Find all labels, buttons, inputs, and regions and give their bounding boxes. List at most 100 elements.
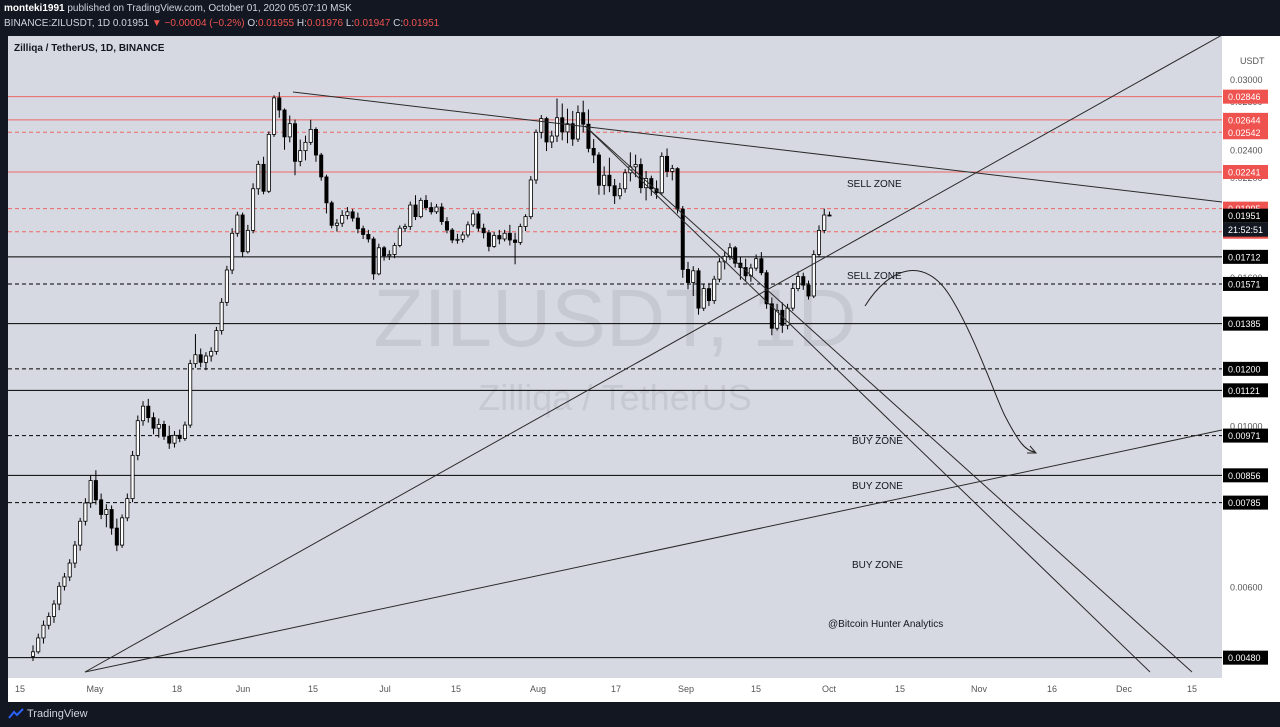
sell-zone-label-1: SELL ZONE (847, 179, 902, 190)
author-name[interactable]: monteki1991 (4, 3, 65, 14)
level-label-bg-10 (1223, 361, 1268, 376)
candle-body-65 (371, 238, 376, 275)
candle-body-61 (350, 211, 355, 219)
candle-body-89 (497, 235, 502, 240)
y-tick-label-3: 0.02400 (1230, 145, 1263, 155)
close-value: 0.01951 (403, 18, 440, 29)
candle-body-28 (177, 434, 182, 439)
candle-body-37 (224, 269, 229, 303)
watermark-credit: @Bitcoin Hunter Analytics (828, 619, 943, 630)
candle-body-112 (617, 188, 622, 197)
publish-line: monteki1991 published on TradingView.com… (4, 3, 352, 14)
level-label-bg-2 (1223, 125, 1268, 140)
price-chart[interactable]: ZILUSDT, 1D Zilliqa / TetherUS SELL ZONE… (0, 36, 1280, 702)
candle-body-106 (586, 123, 591, 149)
candle-body-82 (460, 234, 465, 240)
y-tick-label-6: 0.01000 (1230, 421, 1263, 431)
level-label-bg-8 (1223, 276, 1268, 291)
candle-body-88 (492, 235, 497, 247)
candle-body-124 (680, 208, 685, 270)
candle-body-32 (198, 354, 203, 363)
candle-body-78 (439, 206, 444, 222)
level-label-12: 0.00971 (1228, 431, 1261, 441)
candle-body-47 (277, 97, 282, 111)
buy-zone-label-1: BUY ZONE (852, 436, 903, 447)
countdown-bg (1223, 222, 1268, 237)
level-label-15: 0.00480 (1228, 653, 1261, 663)
watermark-name: Zilliqa / TetherUS (478, 377, 751, 418)
candle-body-74 (418, 199, 423, 218)
candle-body-41 (245, 229, 250, 253)
candle-body-108 (596, 154, 601, 186)
steep-downtrend-line-b[interactable] (584, 125, 1193, 673)
candle-body-113 (623, 172, 628, 190)
candle-body-115 (633, 164, 638, 168)
candle-body-101 (560, 117, 565, 133)
time-axis[interactable] (8, 678, 1280, 702)
candle-body-94 (523, 216, 528, 227)
x-tick-label-10: 15 (751, 684, 761, 694)
candle-body-14 (104, 509, 109, 515)
price-axis[interactable] (1222, 36, 1280, 678)
candle-body-90 (502, 232, 507, 240)
candle-body-34 (209, 351, 214, 357)
level-label-bg-14 (1223, 495, 1268, 510)
candle-body-98 (544, 118, 549, 143)
candle-body-9 (78, 520, 83, 546)
candle-body-130 (712, 278, 717, 302)
candle-body-111 (612, 185, 617, 197)
candle-body-45 (266, 133, 271, 192)
ohlc-line: BINANCE:ZILUSDT, 1D 0.01951 ▼ −0.00004 (… (4, 18, 439, 29)
candle-body-54 (313, 129, 318, 156)
candle-body-67 (382, 247, 387, 257)
candle-body-11 (88, 480, 93, 504)
candle-body-125 (686, 269, 691, 283)
high-label: H: (296, 18, 307, 29)
candle-body-31 (193, 354, 198, 365)
candle-body-141 (769, 303, 774, 329)
x-tick-label-14: 16 (1047, 684, 1057, 694)
candle-body-30 (188, 363, 193, 426)
chart-title: Zilliqa / TetherUS, 1D, BINANCE (14, 43, 165, 54)
candle-body-49 (287, 123, 292, 138)
candle-body-0 (30, 651, 35, 657)
candle-body-77 (434, 206, 439, 213)
level-label-bg-13 (1223, 468, 1268, 483)
projection-curve[interactable] (864, 270, 1036, 453)
steep-downtrend-line-a[interactable] (584, 125, 1151, 673)
candle-body-71 (403, 226, 408, 229)
candle-body-58 (334, 222, 339, 226)
level-label-bg-15 (1223, 650, 1268, 665)
descending-resistance-line[interactable] (292, 91, 1223, 203)
level-label-bg-3 (1223, 164, 1268, 179)
candle-body-55 (319, 154, 324, 178)
candle-body-110 (607, 174, 612, 187)
lower-support-line[interactable] (84, 429, 1223, 673)
candle-body-57 (329, 202, 334, 226)
candle-body-18 (125, 498, 130, 519)
tradingview-brand[interactable]: TradingView (27, 708, 88, 720)
candle-body-70 (397, 227, 402, 246)
candle-body-1 (36, 637, 41, 653)
open-label: O: (247, 18, 258, 29)
plot-background (8, 36, 1222, 678)
symbol-label: BINANCE:ZILUSDT, 1D (4, 18, 111, 29)
x-tick-label-1: May (86, 684, 104, 694)
candle-body-51 (298, 150, 303, 162)
level-label-7: 0.01712 (1228, 252, 1261, 262)
candle-body-60 (345, 211, 350, 216)
candle-body-35 (214, 330, 219, 352)
tradingview-logo-icon[interactable] (8, 708, 24, 720)
ascending-support-line[interactable] (84, 36, 1222, 673)
candle-body-33 (203, 355, 208, 363)
level-label-13: 0.00856 (1228, 471, 1261, 481)
candle-body-68 (387, 254, 392, 257)
high-value: 0.01976 (306, 18, 344, 29)
candle-body-152 (827, 214, 832, 217)
x-tick-label-9: Sep (678, 684, 694, 694)
candle-body-96 (534, 131, 539, 181)
candle-body-73 (413, 204, 418, 218)
price-axis-unit: USDT (1240, 56, 1265, 66)
x-tick-label-2: 18 (172, 684, 182, 694)
publication-header: monteki1991 published on TradingView.com… (0, 0, 1280, 36)
